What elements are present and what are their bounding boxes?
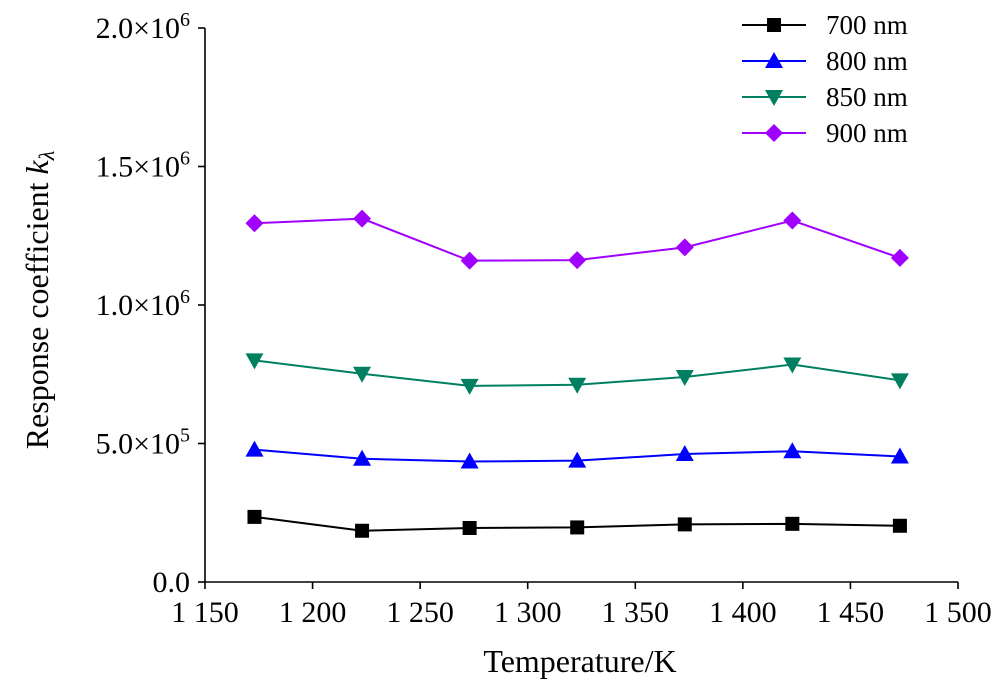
x-axis-label: Temperature/K: [483, 643, 676, 679]
data-point: [353, 366, 372, 383]
x-tick-label: 1 300: [494, 596, 562, 629]
data-point: [460, 452, 479, 469]
x-axis-ticks: 1 150 1 200 1 250 1 300 1 350 1 400 1 450 1 500: [171, 582, 992, 629]
legend-item: 800 nm: [742, 46, 908, 76]
x-tick-label: 1 500: [924, 596, 992, 629]
legend-item: 900 nm: [742, 118, 908, 148]
data-point: [675, 445, 694, 462]
legend: 700 nm 800 nm 850 nm 900 nm: [742, 10, 908, 148]
y-tick-label: 5.0×105: [96, 425, 190, 461]
data-point: [675, 238, 694, 257]
x-tick-label: 1 250: [386, 596, 454, 629]
data-point: [677, 517, 692, 532]
y-tick-label: 2.0×106: [96, 9, 190, 45]
legend-item: 700 nm: [742, 10, 908, 40]
legend-item: 850 nm: [742, 82, 908, 112]
data-point: [247, 509, 262, 524]
data-point: [568, 451, 587, 468]
data-point: [785, 516, 800, 531]
x-tick-label: 1 200: [279, 596, 347, 629]
data-point: [355, 523, 370, 538]
data-point: [890, 248, 909, 267]
legend-marker: [765, 52, 783, 68]
data-point: [245, 440, 264, 457]
y-axis-ticks: 0.0 5.0×105 1.0×106 1.5×106 2.0×106: [96, 9, 205, 599]
y-tick-label: 1.5×106: [96, 148, 190, 184]
data-point: [245, 353, 264, 370]
data-point: [353, 209, 372, 228]
legend-label: 900 nm: [826, 118, 908, 148]
data-point: [783, 211, 802, 230]
series-800-nm: [245, 440, 909, 469]
y-tick-label: 0.0: [153, 566, 191, 599]
y-tick-label: 1.0×106: [96, 286, 190, 322]
series-700-nm: [247, 509, 907, 538]
data-point: [568, 251, 587, 270]
data-point: [460, 378, 479, 395]
legend-label: 700 nm: [826, 10, 908, 40]
legend-marker: [767, 18, 781, 32]
data-point: [890, 373, 909, 390]
data-point: [568, 377, 587, 394]
data-point: [245, 214, 264, 233]
data-point: [892, 518, 907, 533]
y-axis-label: Response coefficient kλ: [19, 151, 59, 450]
x-tick-label: 1 150: [171, 596, 239, 629]
data-point: [460, 251, 479, 270]
series-850-nm: [245, 353, 909, 395]
legend-label: 850 nm: [826, 82, 908, 112]
series-900-nm: [245, 209, 909, 270]
data-point: [783, 442, 802, 459]
data-point: [353, 449, 372, 466]
data-point: [675, 370, 694, 387]
legend-label: 800 nm: [826, 46, 908, 76]
legend-marker: [765, 124, 783, 142]
data-point: [890, 447, 909, 464]
x-tick-label: 1 450: [817, 596, 885, 629]
data-point: [570, 520, 585, 535]
legend-marker: [765, 90, 783, 106]
data-point: [783, 357, 802, 374]
x-tick-label: 1 400: [709, 596, 777, 629]
data-point: [462, 520, 477, 535]
series-group: [245, 209, 909, 538]
x-tick-label: 1 350: [602, 596, 670, 629]
